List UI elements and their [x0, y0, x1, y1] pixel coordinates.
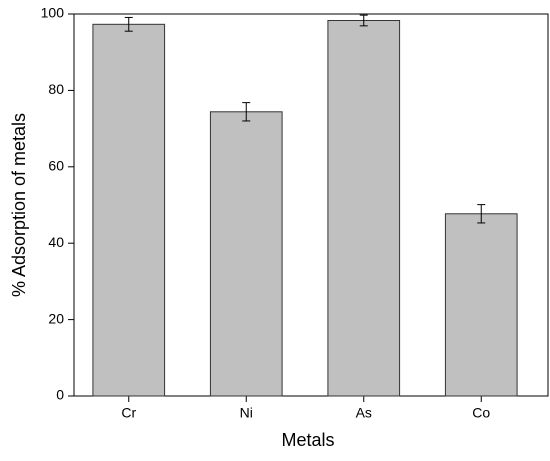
bar: [327, 19, 401, 397]
y-axis-label: % Adsorption of metals: [9, 113, 29, 297]
x-tick-label: As: [356, 405, 372, 421]
y-tick-label: 100: [41, 5, 65, 21]
bar: [444, 213, 518, 397]
x-tick-label: Co: [472, 405, 490, 421]
bar: [92, 23, 166, 397]
y-tick-label: 20: [48, 310, 64, 326]
y-tick-label: 0: [56, 387, 64, 403]
y-tick-label: 60: [48, 158, 64, 174]
x-tick-label: Cr: [121, 405, 136, 421]
x-axis-label: Metals: [281, 430, 334, 450]
x-tick-label: Ni: [240, 405, 253, 421]
y-tick-label: 40: [48, 234, 64, 250]
plot-frame: [73, 13, 549, 397]
y-tick-label: 80: [48, 81, 64, 97]
bar: [209, 111, 283, 397]
